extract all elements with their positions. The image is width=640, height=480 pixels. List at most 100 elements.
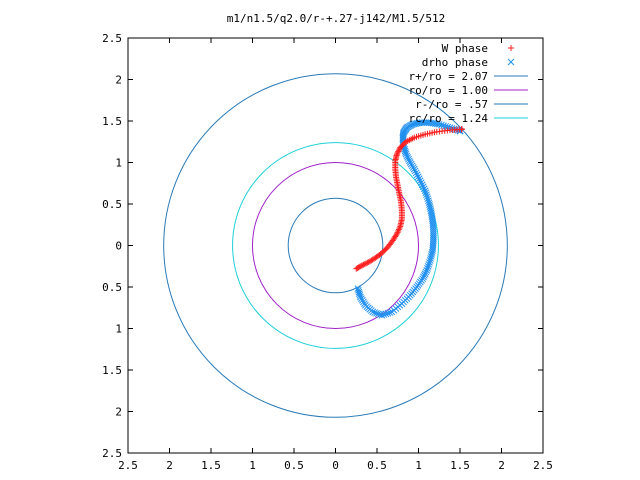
x-tick-label: 2.5: [533, 459, 553, 472]
data-point: [423, 191, 430, 199]
data-point: [426, 201, 433, 209]
data-point: [427, 253, 435, 260]
data-point: [382, 310, 390, 318]
circle-0.57: [287, 197, 384, 294]
legend-label: ro/ro = 1.00: [409, 84, 488, 97]
data-point: [395, 226, 402, 233]
data-point: [394, 229, 401, 236]
legend-label: r-/ro = .57: [415, 98, 488, 111]
data-point: [426, 259, 433, 266]
data-point: [393, 230, 400, 237]
y-tick-label: 1.5: [102, 115, 122, 128]
data-point: [438, 121, 445, 129]
data-point: [360, 261, 367, 268]
legend-marker: [508, 45, 514, 51]
data-point: [413, 171, 421, 179]
data-point: [364, 259, 371, 266]
y-tick-label: 2.5: [102, 32, 122, 45]
data-point: [433, 120, 441, 128]
data-point: [423, 193, 431, 201]
data-point: [417, 179, 425, 187]
data-point: [412, 169, 420, 177]
circle-1: [252, 162, 419, 329]
x-tick-label: 1.5: [201, 459, 221, 472]
data-point: [371, 309, 379, 316]
y-tick-label: 2: [115, 74, 122, 87]
axis-ticks: 2.5 2 1.5 1 0.5 0 0.5 1 1.5 2 2.52.521.510.500.511…: [102, 32, 553, 472]
y-tick-label: 1: [115, 323, 122, 336]
y-tick-label: 0: [115, 240, 122, 253]
data-point: [406, 157, 413, 165]
data-point: [427, 255, 434, 262]
data-point: [404, 154, 412, 161]
data-point: [425, 199, 433, 207]
data-point: [424, 265, 431, 272]
data-point: [363, 260, 370, 267]
series-w-phase: [353, 126, 465, 272]
data-point: [420, 273, 427, 281]
data-point: [394, 149, 401, 156]
data-point: [406, 159, 414, 166]
y-tick-label: 1.5: [102, 364, 122, 377]
data-point: [427, 205, 434, 213]
x-tick-label: 2: [498, 459, 505, 472]
data-point: [418, 181, 426, 189]
data-point: [428, 251, 435, 258]
data-point: [405, 155, 412, 163]
data-point: [416, 177, 424, 185]
data-point: [386, 309, 394, 316]
data-point: [454, 126, 462, 134]
x-tick-label: 2: [166, 459, 173, 472]
data-point: [378, 311, 386, 319]
y-tick-label: 0.5: [102, 198, 122, 211]
data-point: [423, 267, 431, 274]
data-point: [426, 203, 434, 211]
data-point: [421, 187, 429, 195]
data-point: [440, 122, 447, 130]
data-point: [395, 148, 402, 155]
y-tick-label: 0.5: [102, 281, 122, 294]
circle-2.07: [163, 73, 508, 418]
legend-marker: [507, 58, 515, 66]
data-point: [419, 183, 427, 191]
data-point: [425, 197, 432, 205]
data-point: [369, 308, 377, 316]
data-point: [427, 209, 435, 216]
data-point: [361, 261, 368, 268]
data-point: [419, 275, 427, 283]
x-tick-label: 0.5: [284, 459, 304, 472]
data-point: [424, 195, 432, 203]
data-point: [393, 151, 400, 158]
legend-label: rc/ro = 1.24: [409, 112, 489, 125]
x-tick-label: 1.5: [450, 459, 470, 472]
x-tick-label: 1: [249, 459, 256, 472]
data-point: [393, 232, 400, 239]
y-tick-label: 1: [115, 157, 122, 170]
legend-label: drho phase: [422, 56, 488, 69]
data-point: [395, 227, 402, 234]
data-point: [422, 268, 430, 276]
data-point: [425, 261, 433, 268]
data-point: [424, 263, 432, 270]
circle-1.24: [232, 142, 439, 349]
data-series: [353, 119, 465, 319]
data-point: [414, 173, 422, 181]
data-point: [373, 309, 380, 317]
data-point: [435, 120, 443, 128]
data-point: [421, 270, 429, 278]
data-point: [420, 185, 428, 193]
x-tick-label: 1: [415, 459, 422, 472]
data-point: [420, 272, 428, 279]
chart-title: m1/n1.5/q2.0/r-+.27-j142/M1.5/512: [227, 12, 446, 25]
data-point: [396, 224, 403, 231]
data-point: [458, 126, 465, 133]
y-tick-label: 2.5: [102, 447, 122, 460]
data-point: [384, 309, 392, 317]
data-point: [356, 291, 364, 299]
data-point: [395, 147, 402, 154]
reference-circles: [163, 73, 508, 418]
data-point: [426, 257, 434, 264]
data-point: [427, 207, 435, 214]
